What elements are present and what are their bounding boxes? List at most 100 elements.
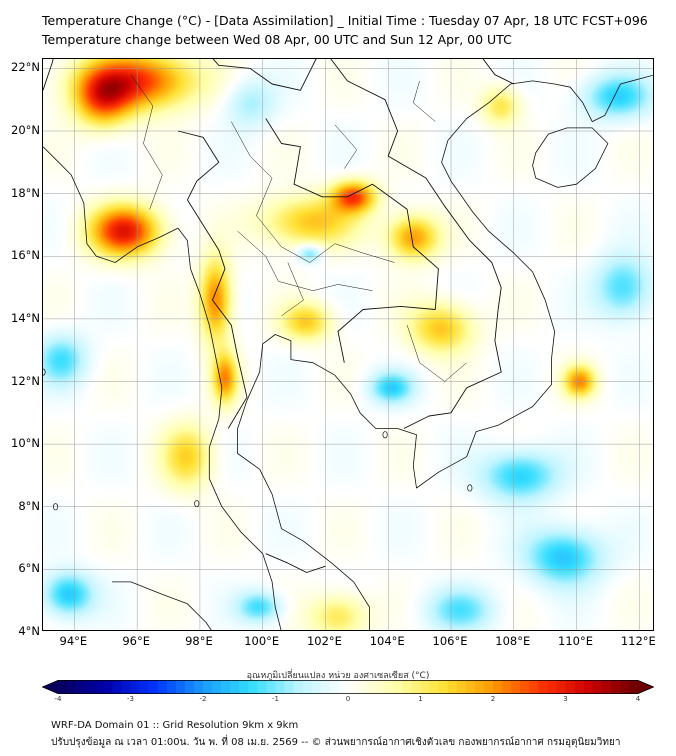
border-myanmar-india bbox=[43, 59, 54, 91]
colorbar-segment bbox=[592, 680, 603, 694]
colorbar-segment bbox=[538, 680, 548, 694]
temperature-change-field bbox=[43, 59, 653, 630]
colorbar-outline bbox=[42, 680, 654, 694]
colorbar-segment bbox=[547, 680, 557, 694]
colorbar-segment bbox=[320, 680, 331, 694]
colorbar-segment bbox=[112, 680, 122, 694]
colorbar-segment bbox=[375, 680, 385, 694]
lat-label: 12°N bbox=[11, 373, 40, 388]
colorbar-segment bbox=[574, 680, 584, 694]
colorbar-title: อุณหภูมิเปลี่ยนแปลง หน่วย องศาเซลเซียส (… bbox=[246, 671, 430, 681]
province-border bbox=[406, 325, 467, 382]
colorbar-segment bbox=[266, 680, 276, 694]
colorbar-segment bbox=[348, 680, 358, 694]
island-outline bbox=[382, 431, 388, 439]
colorbar-segment bbox=[429, 680, 439, 694]
colorbar-segment bbox=[565, 680, 575, 694]
border-china-south bbox=[212, 59, 514, 91]
colorbar-segment bbox=[601, 680, 612, 694]
colorbar-segment bbox=[58, 680, 68, 694]
colorbar-segment bbox=[121, 680, 131, 694]
map-overlay bbox=[43, 59, 653, 630]
lat-label: 22°N bbox=[11, 60, 40, 75]
colorbar-segment bbox=[610, 680, 621, 694]
lon-label: 110°E bbox=[558, 634, 594, 648]
border-cambodia-vietnam bbox=[403, 309, 502, 429]
colorbar-segment bbox=[628, 680, 639, 694]
border-laos-vietnam bbox=[330, 59, 502, 310]
island-outline bbox=[194, 500, 200, 508]
border-thailand-malaysia bbox=[265, 553, 326, 573]
border-thailand-cambodia bbox=[337, 305, 436, 363]
coastline-sumatra bbox=[112, 581, 212, 630]
lat-label: 14°N bbox=[11, 310, 40, 325]
update-credit: ปรับปรุงข้อมูล ณ เวลา 01:00น. วัน พ. ที่… bbox=[51, 737, 621, 748]
colorbar-segment bbox=[583, 680, 593, 694]
colorbar-segment bbox=[411, 680, 421, 694]
colorbar-tick-label: -2 bbox=[199, 695, 207, 703]
colorbar-segment bbox=[447, 680, 458, 694]
chart-subtitle: Temperature change between Wed 08 Apr, 0… bbox=[42, 32, 512, 47]
colorbar-min-arrow bbox=[42, 680, 58, 694]
colorbar-segment bbox=[166, 680, 177, 694]
lat-label: 16°N bbox=[11, 248, 40, 263]
island-outline bbox=[43, 368, 46, 376]
colorbar-segment bbox=[76, 680, 86, 694]
colorbar-segment bbox=[257, 680, 267, 694]
island-outline bbox=[53, 503, 59, 511]
province-border bbox=[281, 262, 304, 317]
colorbar-max-arrow bbox=[638, 680, 654, 694]
colorbar-tick-label: 0 bbox=[345, 695, 351, 703]
lat-label: 20°N bbox=[11, 123, 40, 138]
colorbar-segment bbox=[465, 680, 476, 694]
province-border bbox=[130, 74, 163, 210]
model-info: WRF-DA Domain 01 :: Grid Resolution 9km … bbox=[51, 720, 299, 731]
colorbar-segment bbox=[329, 680, 340, 694]
colorbar-segment bbox=[338, 680, 349, 694]
island-outline bbox=[467, 484, 473, 492]
colorbar-segment bbox=[130, 680, 140, 694]
colorbar-segment bbox=[85, 680, 95, 694]
colorbar-segment bbox=[384, 680, 394, 694]
province-border bbox=[231, 121, 395, 263]
colorbar-segment bbox=[520, 680, 530, 694]
colorbar-segment bbox=[139, 680, 149, 694]
colorbar-segment bbox=[284, 680, 294, 694]
lon-label: 102°E bbox=[306, 634, 342, 648]
coastline-west bbox=[43, 146, 282, 630]
colorbar-segment bbox=[619, 680, 630, 694]
province-border bbox=[413, 80, 436, 122]
colorbar-segment bbox=[393, 680, 403, 694]
colorbar bbox=[42, 680, 654, 694]
lon-label: 108°E bbox=[495, 634, 531, 648]
colorbar-segment bbox=[103, 680, 113, 694]
colorbar-segment bbox=[511, 680, 521, 694]
border-laos-thailand bbox=[265, 118, 439, 310]
colorbar-tick-label: 2 bbox=[490, 695, 496, 703]
coastline-east bbox=[237, 74, 653, 630]
colorbar-segment bbox=[556, 680, 566, 694]
colorbar-segment bbox=[157, 680, 168, 694]
coastline-hainan bbox=[532, 127, 609, 188]
colorbar-segment bbox=[184, 680, 195, 694]
colorbar-segment bbox=[529, 680, 539, 694]
colorbar-segment bbox=[239, 680, 249, 694]
colorbar-segment bbox=[148, 680, 158, 694]
colorbar-segment bbox=[493, 680, 503, 694]
colorbar-tick-label: 3 bbox=[563, 695, 568, 703]
lon-label: 98°E bbox=[185, 634, 213, 648]
province-border bbox=[237, 231, 373, 291]
colorbar-segment bbox=[275, 680, 285, 694]
chart-title: Temperature Change (°C) - [Data Assimila… bbox=[42, 13, 648, 28]
lon-label: 106°E bbox=[432, 634, 468, 648]
lon-label: 112°E bbox=[620, 634, 656, 648]
colorbar-segment bbox=[221, 680, 231, 694]
colorbar-tick-label: -4 bbox=[54, 695, 62, 703]
map-panel bbox=[42, 58, 654, 631]
lat-label: 18°N bbox=[11, 185, 40, 200]
colorbar-segment bbox=[302, 680, 313, 694]
colorbar-segment bbox=[420, 680, 430, 694]
lon-label: 94°E bbox=[59, 634, 88, 648]
lat-label: 6°N bbox=[18, 561, 40, 576]
colorbar-segment bbox=[474, 680, 485, 694]
